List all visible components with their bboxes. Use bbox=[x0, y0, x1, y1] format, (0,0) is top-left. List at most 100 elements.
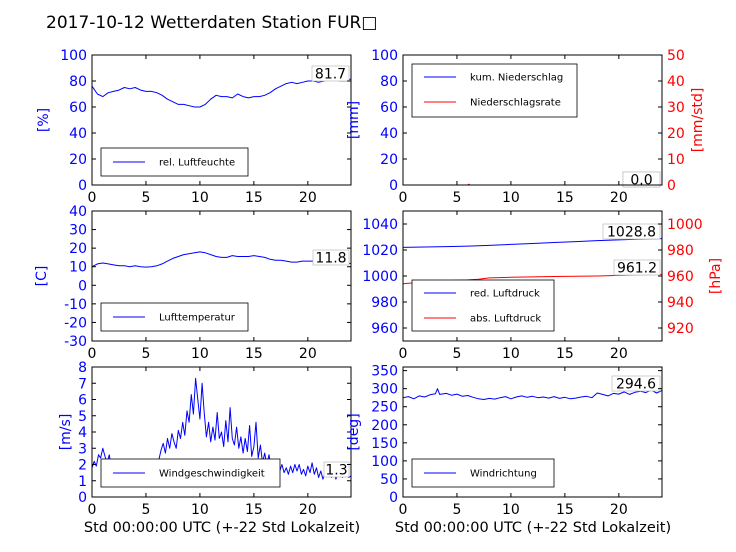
x-tick-label: 5 bbox=[141, 346, 150, 362]
y-tick-label: 3 bbox=[78, 441, 87, 457]
y-tick-label: -20 bbox=[64, 315, 87, 331]
y-tick-label: 80 bbox=[69, 74, 87, 90]
series-line-pressure-0 bbox=[402, 238, 663, 248]
y-tick-label: 250 bbox=[371, 400, 398, 416]
x-tick-label: 10 bbox=[191, 190, 209, 206]
x-tick-label: 0 bbox=[399, 190, 408, 206]
value-label-windspeed-0: 1.3 bbox=[323, 461, 350, 479]
x-tick-label: 0 bbox=[88, 346, 97, 362]
legend-label: Lufttemperatur bbox=[159, 313, 236, 324]
y-axis-label: [mm] bbox=[346, 101, 362, 139]
y-tick-label: 0 bbox=[78, 178, 87, 194]
value-label-box bbox=[602, 223, 661, 240]
y-tick-label: 0 bbox=[389, 178, 398, 194]
x-axis-label-right: Std 00:00:00 UTC (+-22 Std Lokalzeit) bbox=[395, 520, 671, 536]
x-tick-label: 0 bbox=[399, 346, 408, 362]
x-tick-label: 20 bbox=[610, 190, 628, 206]
x-tick-label: 20 bbox=[610, 346, 628, 362]
y-tick-label: 60 bbox=[69, 100, 87, 116]
y-tick-label-right: 30 bbox=[667, 100, 685, 116]
panel-windspeed: Windgeschwindigkeit 1.30 5 10 15 20012345678[… bbox=[58, 360, 352, 518]
y-tick-label: 100 bbox=[371, 48, 398, 64]
value-label-text: 294.6 bbox=[616, 377, 656, 393]
y-tick-label: 1040 bbox=[362, 217, 398, 233]
plot-frame-temperature bbox=[91, 210, 352, 342]
y-tick-label: 1 bbox=[78, 474, 87, 490]
plot-frame-humidity bbox=[91, 54, 352, 186]
y-axis-label-right: [hPa] bbox=[708, 258, 724, 294]
legend-pressure: red. Luftdruck abs. Luftdruck bbox=[411, 279, 555, 332]
value-label-text: 0.0 bbox=[630, 173, 652, 189]
y-tick-label: 1000 bbox=[362, 269, 398, 285]
y-tick-label: 300 bbox=[371, 382, 398, 398]
y-tick-label-right: 1000 bbox=[667, 217, 703, 233]
y-tick-label-right: 20 bbox=[667, 126, 685, 142]
y-tick-label: 40 bbox=[69, 126, 87, 142]
y-tick-label-right: 50 bbox=[667, 48, 685, 64]
legend-temperature: Lufttemperatur bbox=[100, 302, 249, 332]
x-tick-label: 20 bbox=[610, 502, 628, 518]
y-tick-label: -30 bbox=[64, 334, 87, 350]
x-tick-label: 5 bbox=[452, 190, 461, 206]
y-tick-label: 980 bbox=[371, 295, 398, 311]
y-tick-label: 7 bbox=[78, 376, 87, 392]
y-tick-label: 5 bbox=[78, 409, 87, 425]
x-tick-label: 20 bbox=[299, 190, 317, 206]
plot-frame-precipitation bbox=[402, 54, 663, 186]
y-tick-label: 20 bbox=[69, 241, 87, 257]
x-tick-label: 10 bbox=[502, 502, 520, 518]
legend-windspeed: Windgeschwindigkeit bbox=[100, 458, 281, 488]
value-label-precipitation-1: 0.0 bbox=[622, 171, 661, 189]
y-axis-label: [m/s] bbox=[58, 414, 74, 451]
y-tick-label: 100 bbox=[60, 48, 87, 64]
y-tick-label: 960 bbox=[371, 321, 398, 337]
x-tick-label: 15 bbox=[556, 502, 574, 518]
legend-label: rel. Luftfeuchte bbox=[159, 158, 235, 169]
y-tick-label: 40 bbox=[380, 126, 398, 142]
panel-precipitation: kum. NiederschlagNiederschlagsrate0.00.0… bbox=[346, 48, 706, 206]
y-tick-label: 40 bbox=[69, 204, 87, 220]
y-tick-label: 100 bbox=[371, 454, 398, 470]
value-label-text: 1028.8 bbox=[607, 225, 656, 241]
value-label-text: 961.2 bbox=[617, 261, 657, 277]
series-line-humidity-0 bbox=[91, 78, 352, 108]
y-tick-label: 0 bbox=[389, 490, 398, 506]
y-tick-label: 200 bbox=[371, 418, 398, 434]
series-line-winddirection-0 bbox=[402, 388, 663, 400]
x-tick-label: 15 bbox=[556, 346, 574, 362]
y-tick-label: -10 bbox=[64, 297, 87, 313]
y-tick-label: 10 bbox=[69, 260, 87, 276]
y-tick-label-right: 980 bbox=[667, 243, 694, 259]
y-tick-label: 4 bbox=[78, 425, 87, 441]
legend-box bbox=[411, 279, 555, 332]
y-axis-label-right: [mm/std] bbox=[690, 88, 706, 153]
panel-temperature: Lufttemperatur 11.8 0 5 10 15 20 -30 -20 -10 0 10 20… bbox=[34, 204, 352, 362]
value-label-box bbox=[611, 375, 661, 392]
x-tick-label: 5 bbox=[141, 502, 150, 518]
y-tick-label: 8 bbox=[78, 360, 87, 376]
legend-label: Niederschlagsrate bbox=[470, 98, 561, 109]
x-tick-label: 10 bbox=[191, 502, 209, 518]
x-tick-label: 15 bbox=[245, 190, 263, 206]
x-tick-label: 0 bbox=[88, 190, 97, 206]
legend-label: Windrichtung bbox=[470, 469, 537, 480]
legend-humidity: rel. Luftfeuchte bbox=[100, 147, 249, 177]
value-label-winddirection-0: 294.6 bbox=[611, 375, 661, 393]
y-tick-label: 6 bbox=[78, 393, 87, 409]
legend-label: Windgeschwindigkeit bbox=[159, 469, 265, 480]
y-tick-label: 0 bbox=[78, 278, 87, 294]
y-tick-label: 60 bbox=[380, 100, 398, 116]
legend-box bbox=[411, 63, 578, 118]
x-tick-label: 20 bbox=[299, 346, 317, 362]
x-tick-label: 10 bbox=[191, 346, 209, 362]
legend-label: abs. Luftdruck bbox=[470, 314, 541, 325]
value-label-temperature-0: 11.8 bbox=[312, 249, 350, 267]
panel-pressure: red. Luftdruck abs. Luftdruck 1028.8 961.2 0… bbox=[362, 210, 724, 362]
x-tick-label: 15 bbox=[556, 190, 574, 206]
y-tick-label-right: 920 bbox=[667, 321, 694, 337]
y-tick-label: 30 bbox=[69, 223, 87, 239]
value-label-pressure-1: 961.2 bbox=[613, 259, 661, 277]
x-tick-label: 10 bbox=[502, 190, 520, 206]
value-label-box bbox=[613, 259, 661, 276]
